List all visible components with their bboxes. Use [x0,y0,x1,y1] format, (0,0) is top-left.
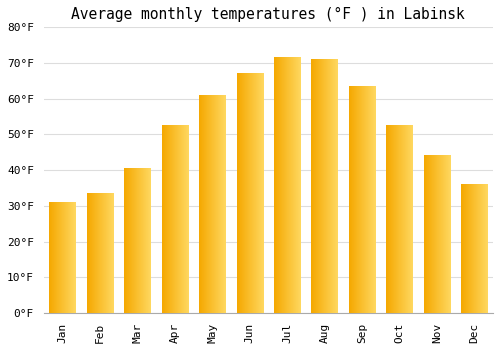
Title: Average monthly temperatures (°F ) in Labinsk: Average monthly temperatures (°F ) in La… [72,7,465,22]
